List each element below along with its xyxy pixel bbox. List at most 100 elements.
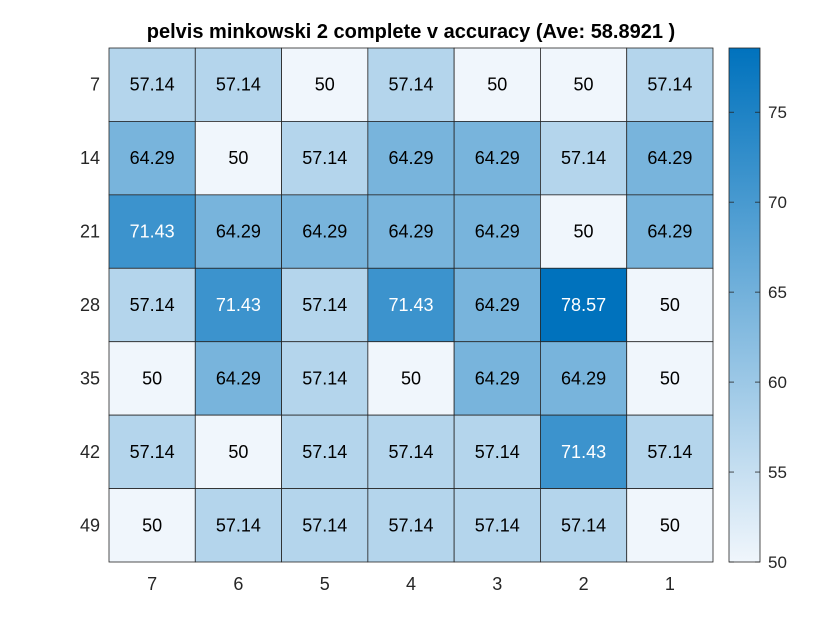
heatmap-cell-label: 57.14: [475, 515, 520, 535]
heatmap-cell-label: 57.14: [388, 75, 433, 95]
heatmap-cell-label: 57.14: [216, 515, 261, 535]
heatmap-cell: [194, 414, 282, 489]
heatmap-cell-label: 57.14: [302, 148, 347, 168]
heatmap-cell: [626, 194, 714, 269]
heatmap-cell: [281, 488, 369, 563]
colorbar-tick-label: 65: [768, 283, 787, 302]
heatmap-cell: [194, 267, 282, 343]
heatmap-cell: [108, 47, 196, 122]
heatmap-cell: [453, 47, 541, 122]
chart-title: pelvis minkowski 2 complete v accuracy (…: [147, 21, 675, 43]
y-tick-label: 21: [80, 222, 100, 242]
heatmap-cell-label: 50: [142, 515, 162, 535]
y-tick-label: 35: [80, 368, 100, 388]
heatmap-cell: [281, 414, 369, 489]
heatmap-cell-label: 78.57: [561, 295, 606, 315]
heatmap-cell: [626, 488, 714, 563]
heatmap-cell-label: 57.14: [647, 75, 692, 95]
heatmap-cell: [540, 267, 628, 343]
heatmap-cell: [540, 121, 628, 196]
heatmap-cell-label: 64.29: [216, 222, 261, 242]
y-tick-label: 49: [80, 515, 100, 535]
x-tick-label: 6: [233, 574, 243, 594]
heatmap-cell-label: 50: [660, 515, 680, 535]
heatmap-cell: [367, 414, 455, 489]
heatmap-cell: [367, 47, 455, 122]
heatmap-cell: [367, 194, 455, 269]
heatmap-cell-label: 50: [574, 75, 594, 95]
heatmap-cell-label: 57.14: [388, 442, 433, 462]
heatmap-cell: [281, 47, 369, 122]
heatmap-cell: [194, 47, 282, 122]
heatmap-cell-label: 57.14: [216, 75, 261, 95]
colorbar-tick-label: 60: [768, 373, 787, 392]
x-tick-label: 4: [406, 574, 416, 594]
heatmap-cell-label: 64.29: [216, 368, 261, 388]
heatmap-cell-label: 50: [401, 368, 421, 388]
heatmap-cell-label: 64.29: [130, 148, 175, 168]
heatmap-cell-label: 64.29: [475, 222, 520, 242]
heatmap-cell-label: 57.14: [302, 515, 347, 535]
heatmap-cell-label: 71.43: [216, 295, 261, 315]
x-tick-label: 2: [579, 574, 589, 594]
colorbar-tick-label: 50: [768, 553, 787, 572]
colorbar-tick-label: 75: [768, 103, 787, 122]
heatmap-cell-label: 64.29: [302, 222, 347, 242]
heatmap-cell: [108, 414, 196, 489]
heatmap-cell-label: 57.14: [475, 442, 520, 462]
colorbar-tick-label: 70: [768, 193, 787, 212]
heatmap-cell: [453, 488, 541, 563]
heatmap-cell-label: 50: [315, 75, 335, 95]
heatmap-cell: [108, 341, 196, 416]
heatmap-cell: [453, 121, 541, 196]
x-tick-label: 1: [665, 574, 675, 594]
heatmap-cell: [108, 194, 196, 269]
heatmap-cell-label: 64.29: [475, 295, 520, 315]
heatmap-cell: [626, 341, 714, 416]
heatmap-cell: [108, 488, 196, 563]
y-tick-label: 14: [80, 148, 100, 168]
heatmap-cell-label: 50: [142, 368, 162, 388]
heatmap-cell: [281, 341, 369, 416]
heatmap-cell-label: 57.14: [647, 442, 692, 462]
heatmap-cell: [367, 267, 455, 343]
heatmap-cell: [367, 488, 455, 563]
heatmap-cell-label: 50: [228, 442, 248, 462]
heatmap-cell-label: 64.29: [561, 368, 606, 388]
heatmap-cell-label: 57.14: [561, 515, 606, 535]
heatmap-cell-label: 57.14: [388, 515, 433, 535]
x-axis-tick-labels: 7 6 5 4 3 2 1: [147, 574, 675, 594]
heatmap-cell-label: 71.43: [388, 295, 433, 315]
heatmap-cell: [626, 267, 714, 343]
x-tick-label: 7: [147, 574, 157, 594]
heatmap-cell: [453, 194, 541, 269]
colorbar-scale: [728, 47, 761, 563]
heatmap-cell-label: 57.14: [302, 368, 347, 388]
heatmap-cell: [540, 47, 628, 122]
heatmap-cell: [453, 414, 541, 489]
colorbar-tick-label: 55: [768, 463, 787, 482]
x-tick-label: 5: [320, 574, 330, 594]
heatmap-cell-label: 71.43: [130, 222, 175, 242]
heatmap-cell-label: 50: [574, 222, 594, 242]
y-axis-tick-labels: 7 14 21 28 35 42 49: [80, 75, 100, 536]
heatmap-cell: [108, 121, 196, 196]
heatmap-cell: [108, 267, 196, 343]
y-tick-label: 42: [80, 442, 100, 462]
heatmap-cell-label: 57.14: [302, 442, 347, 462]
heatmap-cell-label: 64.29: [388, 222, 433, 242]
heatmap-cell: [540, 488, 628, 563]
heatmap-cell-label: 57.14: [130, 295, 175, 315]
heatmap-cell-label: 57.14: [302, 295, 347, 315]
heatmap-cell-label: 50: [228, 148, 248, 168]
heatmap-cell-label: 50: [660, 295, 680, 315]
heatmap-cell-label: 64.29: [647, 148, 692, 168]
heatmap-cell-label: 71.43: [561, 442, 606, 462]
heatmap-cell-label: 64.29: [388, 148, 433, 168]
heatmap-cell-label: 57.14: [130, 75, 175, 95]
heatmap-cell: [540, 194, 628, 269]
y-tick-label: 28: [80, 295, 100, 315]
x-tick-label: 3: [492, 574, 502, 594]
